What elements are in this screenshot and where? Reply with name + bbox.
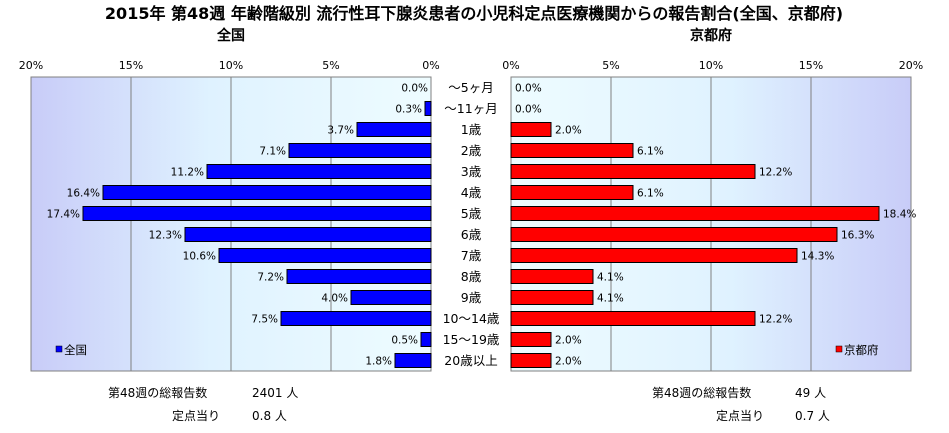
bar-right — [510, 164, 756, 179]
left-per-label: 定点当り — [172, 408, 220, 423]
right-per-value: 0.7 人 — [795, 409, 830, 423]
data-label-right: 16.3% — [841, 230, 874, 242]
category-label: 9歳 — [461, 290, 482, 305]
data-label-left: 4.0% — [321, 293, 348, 305]
bar-right — [510, 227, 838, 242]
category-label: 2歳 — [461, 143, 482, 158]
data-label-left: 12.3% — [149, 230, 182, 242]
data-label-right: 2.0% — [555, 335, 582, 347]
bar-right — [510, 332, 552, 347]
data-label-left: 17.4% — [47, 209, 80, 221]
legend-right-label: 京都府 — [844, 343, 879, 357]
right-tick-label: 15% — [799, 59, 823, 72]
bar-left — [356, 122, 432, 137]
bar-right — [510, 206, 880, 221]
bar-left — [82, 206, 432, 221]
bar-right — [510, 311, 756, 326]
right-tick-label: 20% — [899, 59, 923, 72]
right-total-label: 第48週の総報告数 — [652, 385, 751, 400]
right-panel-title: 京都府 — [690, 27, 732, 44]
data-label-right: 2.0% — [555, 356, 582, 368]
bar-right — [510, 122, 552, 137]
category-label: 3歳 — [461, 164, 482, 179]
bar-left — [184, 227, 432, 242]
bar-left — [102, 185, 432, 200]
legend-left-label: 全国 — [64, 343, 87, 357]
data-label-left: 11.2% — [171, 167, 204, 179]
bar-left — [420, 332, 432, 347]
data-label-left: 7.2% — [257, 272, 284, 284]
bar-left — [424, 101, 432, 116]
data-label-left: 7.1% — [259, 146, 286, 158]
data-label-right: 6.1% — [637, 146, 664, 158]
data-label-left: 0.0% — [401, 83, 428, 95]
category-label: 5歳 — [461, 206, 482, 221]
data-label-left: 0.5% — [391, 335, 418, 347]
left-panel-title: 全国 — [216, 27, 245, 44]
left-tick-label: 0% — [422, 59, 439, 72]
chart-title: 2015年 第48週 年齢階級別 流行性耳下腺炎患者の小児科定点医療機関からの報… — [105, 4, 843, 23]
bars — [82, 101, 880, 368]
left-total-value: 2401 人 — [252, 386, 298, 400]
left-tick-label: 20% — [19, 59, 43, 72]
category-label: 10〜14歳 — [443, 311, 500, 326]
data-label-left: 7.5% — [251, 314, 278, 326]
data-label-right: 4.1% — [597, 272, 624, 284]
left-tick-label: 10% — [219, 59, 243, 72]
left-tick-label: 15% — [119, 59, 143, 72]
data-label-left: 16.4% — [67, 188, 100, 200]
category-label: 6歳 — [461, 227, 482, 242]
data-label-right: 18.4% — [883, 209, 916, 221]
axis-tick-labels: 20% 15% 10% 5% 0% 0% 5% 10% 15% 20% — [19, 59, 923, 72]
data-label-left: 10.6% — [183, 251, 216, 263]
data-label-left: 3.7% — [327, 125, 354, 137]
category-labels: 〜5ヶ月〜11ヶ月 1歳 2歳 3歳 4歳 5歳 6歳 7歳 8歳 9歳 10〜14歳 15〜19歳 2… — [443, 80, 500, 368]
data-labels: 0.0% 0.0% 0.3% 0.0% 3.7% 2.0% 7.1% 6.1% 11.2% 12.… — [47, 83, 917, 368]
category-label: 〜11ヶ月 — [444, 101, 497, 116]
data-label-right: 0.0% — [515, 104, 542, 116]
category-label: 20歳以上 — [444, 353, 497, 368]
left-tick-label: 5% — [322, 59, 339, 72]
data-label-right: 6.1% — [637, 188, 664, 200]
data-label-right: 12.2% — [759, 314, 792, 326]
legend-right-swatch — [835, 345, 843, 353]
bar-left — [206, 164, 432, 179]
bar-left — [394, 353, 432, 368]
bar-left — [286, 269, 432, 284]
data-label-right: 14.3% — [801, 251, 834, 263]
bar-right — [510, 185, 634, 200]
bar-right — [510, 353, 552, 368]
data-label-left: 1.8% — [365, 356, 392, 368]
right-tick-label: 0% — [502, 59, 519, 72]
category-label: 15〜19歳 — [443, 332, 500, 347]
bar-left — [350, 290, 432, 305]
data-label-right: 0.0% — [515, 83, 542, 95]
data-label-right: 12.2% — [759, 167, 792, 179]
bar-left — [218, 248, 432, 263]
right-tick-label: 5% — [602, 59, 619, 72]
category-label: 4歳 — [461, 185, 482, 200]
category-label: 〜5ヶ月 — [448, 80, 493, 95]
bar-right — [510, 269, 594, 284]
right-per-label: 定点当り — [716, 408, 764, 423]
bar-right — [510, 143, 634, 158]
category-label: 1歳 — [461, 122, 482, 137]
right-tick-label: 10% — [699, 59, 723, 72]
data-label-right: 4.1% — [597, 293, 624, 305]
legend-left-swatch — [55, 345, 63, 353]
data-label-left: 0.3% — [395, 104, 422, 116]
right-total-value: 49 人 — [795, 386, 826, 400]
bar-left — [288, 143, 432, 158]
category-label: 8歳 — [461, 269, 482, 284]
data-label-right: 2.0% — [555, 125, 582, 137]
category-label: 7歳 — [461, 248, 482, 263]
left-per-value: 0.8 人 — [252, 409, 287, 423]
bar-right — [510, 248, 798, 263]
bar-right — [510, 290, 594, 305]
bar-left — [280, 311, 432, 326]
left-total-label: 第48週の総報告数 — [108, 385, 207, 400]
